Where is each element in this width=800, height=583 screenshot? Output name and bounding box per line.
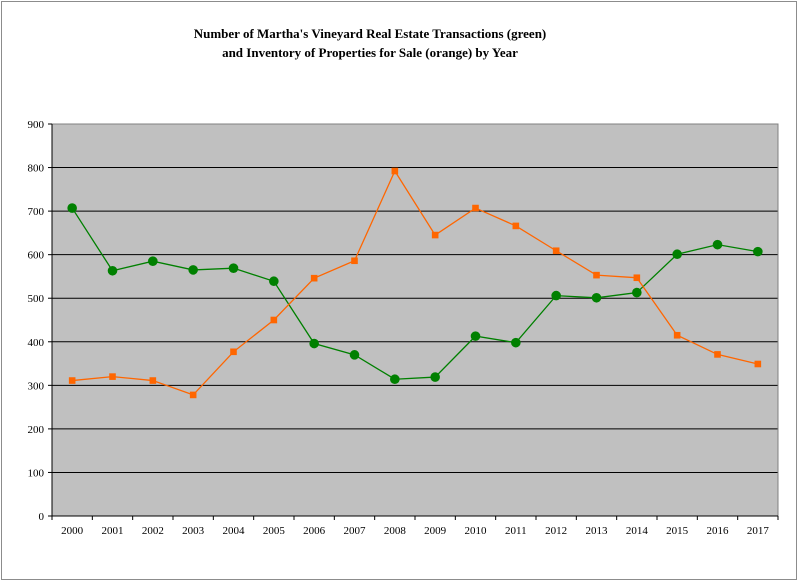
series-2: [68, 167, 762, 399]
data-point: [230, 348, 237, 356]
y-tick-label: 700: [28, 206, 45, 218]
data-point: [67, 203, 77, 213]
x-tick-label: 2013: [586, 525, 609, 537]
data-point: [591, 292, 602, 303]
x-tick-label: 2009: [424, 525, 447, 537]
data-point: [188, 265, 198, 275]
data-point: [673, 331, 681, 339]
x-tick-label: 2008: [384, 525, 407, 537]
data-point: [430, 372, 440, 382]
y-tick-label: 100: [28, 467, 45, 479]
x-tick-label: 2012: [545, 525, 567, 537]
series: [67, 167, 763, 399]
x-tick-label: 2010: [465, 525, 488, 537]
y-tick-label: 200: [28, 424, 45, 436]
y-tick-label: 600: [28, 250, 45, 262]
x-tick-label: 2017: [747, 525, 770, 537]
y-tick-label: 800: [28, 163, 45, 175]
y-tick-label: 500: [28, 293, 45, 305]
x-tick-label: 2000: [61, 525, 84, 537]
x-axis-ticks: 2000 2001 2002 2003 2004 2005 2006 2007 2008 2009…: [51, 516, 779, 537]
data-point: [309, 338, 319, 349]
x-tick-label: 2011: [505, 525, 527, 537]
data-point: [632, 287, 642, 298]
data-point: [633, 274, 641, 282]
data-point: [470, 331, 481, 341]
x-tick-label: 2002: [142, 525, 164, 537]
y-tick-label: 400: [28, 337, 45, 349]
data-point: [189, 391, 197, 399]
data-point: [270, 316, 278, 324]
x-tick-label: 2004: [223, 525, 246, 537]
data-point: [712, 239, 723, 250]
plot-area: [52, 124, 778, 516]
data-point: [349, 350, 360, 360]
x-tick-label: 2014: [626, 525, 649, 537]
y-tick-label: 0: [39, 511, 45, 523]
x-tick-label: 2007: [344, 525, 367, 537]
series-line: [72, 169, 758, 396]
data-point: [472, 204, 479, 212]
data-point: [672, 249, 682, 260]
series-1: [67, 203, 763, 385]
y-tick-label: 900: [28, 119, 45, 131]
series-line: [71, 207, 758, 380]
x-tick-label: 2015: [666, 525, 689, 537]
data-point: [390, 374, 400, 385]
data-point: [269, 276, 279, 287]
chart-title: Number of Martha's Vineyard Real Estate …: [2, 24, 738, 62]
data-point: [109, 373, 116, 380]
x-tick-label: 2006: [303, 525, 326, 537]
data-point: [593, 271, 600, 279]
data-point: [310, 274, 318, 282]
chart-title-line-1: Number of Martha's Vineyard Real Estate …: [193, 26, 547, 41]
data-point: [551, 290, 561, 301]
data-point: [753, 246, 763, 257]
data-point: [107, 265, 118, 276]
data-point: [391, 167, 399, 175]
data-point: [714, 351, 721, 358]
data-point: [68, 377, 76, 384]
x-tick-label: 2003: [182, 525, 205, 537]
data-point: [148, 256, 158, 267]
data-point: [149, 377, 157, 384]
data-point: [431, 231, 439, 239]
y-tick-label: 300: [28, 380, 45, 392]
data-point: [754, 360, 762, 368]
data-point: [351, 257, 358, 265]
x-tick-label: 2016: [707, 525, 730, 537]
data-point: [228, 263, 239, 273]
y-axis-ticks: 0 100 200 300 400 500 600 700 800 900: [28, 119, 52, 523]
data-point: [511, 337, 521, 348]
x-tick-label: 2001: [102, 525, 124, 537]
data-point: [552, 247, 560, 255]
x-tick-label: 2005: [263, 525, 286, 537]
chart-title-line-2: and Inventory of Properties for Sale (or…: [222, 45, 518, 60]
data-point: [512, 222, 520, 230]
